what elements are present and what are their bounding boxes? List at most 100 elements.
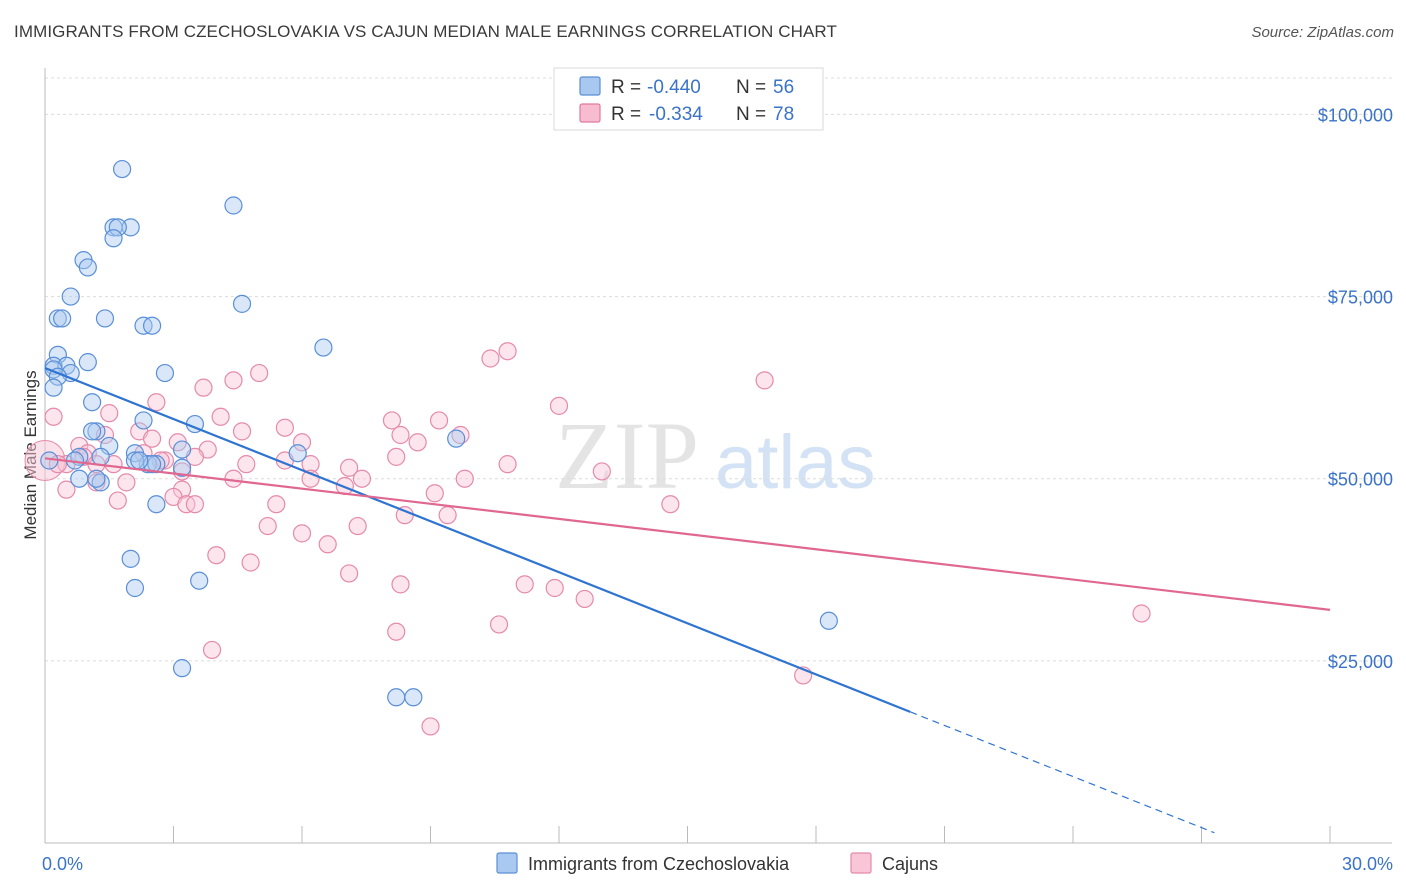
czechoslovakia-point [404,688,423,707]
czechoslovakia-point [172,458,192,477]
cajuns-point [661,495,680,514]
czechoslovakia-point [104,229,123,248]
y-tick-label: $75,000 [1328,288,1393,308]
czechoslovakia-point [53,309,72,328]
czechoslovakia-point [224,196,243,215]
cajuns-point [292,433,312,452]
czechoslovakia-point [108,218,127,237]
cajuns-point [211,407,230,426]
legend-n-label-1: N = [736,77,766,98]
czechoslovakia-point [87,469,106,488]
czechoslovakia-point [134,411,153,430]
y-tick-label: $25,000 [1328,652,1393,672]
legend-swatch-pink [579,103,601,123]
czechoslovakia-point [288,444,307,463]
cajuns-point [575,589,594,609]
x-tick-label-max: 30.0% [1342,854,1393,874]
czechoslovakia-point [121,549,140,568]
cajuns-point [391,425,410,445]
y-tick-label: $50,000 [1328,470,1393,490]
y-tick-label: $100,000 [1318,105,1393,125]
czechoslovakia-trend-extension [910,711,1215,834]
cajuns-point [258,516,277,536]
cajuns-point [755,371,774,390]
cajuns-point [241,553,260,572]
cajuns-point [352,469,372,488]
cajuns-point [489,615,509,634]
cajuns-point [515,575,534,594]
series-swatch-pink [850,852,872,874]
czechoslovakia-point [87,422,106,441]
cajuns-point [387,622,406,641]
cajuns-point [340,458,359,477]
series-swatch-blue [496,852,518,874]
czechoslovakia-point [387,688,406,707]
czechoslovakia-point [70,469,89,488]
y-tick-labels: $25,000 $50,000 $75,000 $100,000 [1318,105,1393,671]
cajuns-point [275,418,294,437]
trend-lines [44,366,1331,834]
czechoslovakia-point [83,422,102,441]
legend-r-label-2: R = [611,104,641,125]
cajuns-point [549,396,569,415]
legend-n-value-2: 78 [773,104,794,125]
cajuns-point [292,524,312,543]
czechoslovakia-points [40,159,838,707]
czechoslovakia-point [91,447,110,466]
czechoslovakia-point [232,294,252,313]
series-legend: Immigrants from Czechoslovakia Cajuns [496,852,938,874]
cajuns-point [387,447,406,466]
cajuns-point [545,578,564,598]
czechoslovakia-point [142,316,162,335]
cajuns-points [24,342,1151,736]
cajuns-point [425,484,444,503]
source-label: Source: ZipAtlas.com [1251,24,1394,41]
czechoslovakia-point [83,393,102,412]
legend-swatch-blue [579,76,601,96]
series-label-czechoslovakia: Immigrants from Czechoslovakia [528,854,790,874]
czechoslovakia-point [172,659,192,678]
watermark: ZIP atlas [555,402,876,509]
cajuns-point [44,407,63,426]
cajuns-point [481,349,500,368]
legend-n-label-2: N = [736,104,766,125]
cajuns-point [421,717,440,736]
cajuns-point [1132,604,1151,623]
cajuns-point [108,491,127,510]
czechoslovakia-point [190,571,209,590]
czechoslovakia-point [147,455,166,474]
cajuns-point [57,480,76,499]
czechoslovakia-point [147,495,166,514]
czechoslovakia-point [447,429,466,448]
cajuns-point [232,422,252,441]
czechoslovakia-point [112,159,132,179]
cajuns-point [224,469,243,488]
cajuns-point [408,433,427,452]
czechoslovakia-point [819,611,838,630]
cajuns-point [194,378,213,397]
correlation-legend: R = -0.440 N = 56 R = -0.334 N = 78 [553,67,824,131]
cajuns-point [348,516,367,536]
cajuns-point [117,473,136,492]
czechoslovakia-point [172,440,192,459]
cajuns-point [142,429,162,448]
legend-r-label-1: R = [611,77,641,98]
cajuns-point [498,342,517,361]
legend-r-value-1: -0.440 [647,77,701,98]
cajuns-point [267,495,286,514]
czechoslovakia-point [44,378,63,397]
grid-lines [45,77,1392,662]
czechoslovakia-point [125,578,145,598]
cajuns-point [207,546,226,565]
cajuns-point [498,455,517,474]
cajuns-point [340,564,359,583]
legend-n-value-1: 56 [773,77,794,98]
czechoslovakia-point [95,309,115,328]
cajuns-point [250,363,269,383]
chart-title: IMMIGRANTS FROM CZECHOSLOVAKIA VS CAJUN … [14,22,837,41]
czechoslovakia-point [61,287,80,306]
cajuns-point [237,455,256,474]
czechoslovakia-point [78,258,97,277]
cajuns-point [592,462,611,481]
